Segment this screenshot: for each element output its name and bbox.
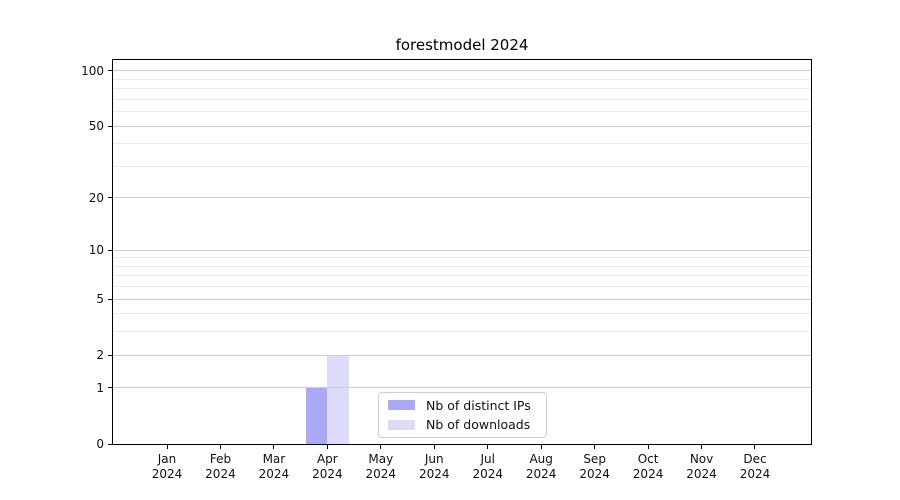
legend-item-downloads: Nb of downloads [388, 417, 537, 434]
x-tick-mark [647, 444, 649, 449]
x-tick-mark [273, 444, 275, 449]
y-tick-label: 5 [96, 292, 104, 307]
x-tick-mark [380, 444, 382, 449]
minor-gridline [113, 265, 811, 267]
x-tick-mark [701, 444, 703, 449]
x-tick-label: May 2024 [365, 452, 397, 481]
minor-gridline [113, 275, 811, 277]
bar-downloads [327, 355, 349, 444]
minor-gridline [113, 286, 811, 288]
minor-gridline [113, 98, 811, 100]
legend-item-distinct-ips: Nb of distinct IPs [388, 397, 537, 414]
major-gridline [113, 354, 811, 356]
legend-label-distinct-ips: Nb of distinct IPs [426, 397, 531, 413]
y-tick-label: 100 [81, 63, 104, 78]
x-tick-label: Aug 2024 [525, 452, 557, 481]
x-tick-label: Jun 2024 [418, 452, 450, 481]
y-tick-mark [108, 354, 112, 356]
y-tick-mark [108, 298, 112, 300]
legend-label-downloads: Nb of downloads [426, 417, 531, 433]
x-tick-label: Apr 2024 [312, 452, 343, 481]
y-tick-label: 0 [96, 437, 104, 451]
legend: Nb of distinct IPs Nb of downloads [378, 392, 547, 438]
minor-gridline [113, 313, 811, 315]
minor-gridline [113, 165, 811, 167]
major-gridline [113, 125, 811, 127]
y-tick-mark [108, 387, 112, 389]
x-tick-mark [326, 444, 328, 449]
x-tick-label: Jan 2024 [151, 452, 183, 481]
y-tick-mark [108, 197, 112, 199]
minor-gridline [113, 143, 811, 145]
y-tick-mark [108, 249, 112, 251]
x-tick-mark [487, 444, 489, 449]
minor-gridline [113, 88, 811, 90]
y-tick-mark [108, 125, 112, 127]
minor-gridline [113, 78, 811, 80]
minor-gridline [113, 111, 811, 113]
x-tick-label: Jul 2024 [472, 452, 503, 481]
legend-swatch-downloads-icon [388, 419, 415, 430]
x-tick-label: Sep 2024 [579, 452, 610, 481]
y-tick-label: 1 [96, 380, 104, 395]
x-tick-label: Dec 2024 [739, 452, 771, 481]
chart-title: forestmodel 2024 [395, 36, 529, 54]
major-gridline [113, 70, 811, 72]
x-tick-label: Nov 2024 [686, 452, 717, 481]
x-tick-mark [594, 444, 596, 449]
major-gridline [113, 197, 811, 199]
major-gridline [113, 387, 811, 389]
y-tick-label: 10 [88, 243, 104, 258]
x-tick-label: Mar 2024 [258, 452, 290, 481]
plot-area [112, 59, 812, 445]
x-tick-mark [540, 444, 542, 449]
x-tick-mark [219, 444, 221, 449]
x-tick-label: Feb 2024 [205, 452, 236, 481]
y-tick-label: 50 [88, 119, 104, 134]
y-tick-label: 20 [88, 190, 104, 205]
major-gridline [113, 298, 811, 300]
legend-swatch-distinct-ips-icon [388, 400, 415, 411]
x-tick-mark [166, 444, 168, 449]
minor-gridline [113, 257, 811, 259]
y-tick-label: 2 [96, 348, 104, 363]
minor-gridline [113, 331, 811, 333]
y-tick-mark [108, 443, 112, 445]
bar-distinct-ips [305, 387, 328, 444]
x-tick-mark [754, 444, 756, 449]
x-tick-label: Oct 2024 [632, 452, 664, 481]
x-tick-mark [433, 444, 435, 449]
major-gridline [113, 249, 811, 251]
y-tick-mark [108, 70, 112, 72]
